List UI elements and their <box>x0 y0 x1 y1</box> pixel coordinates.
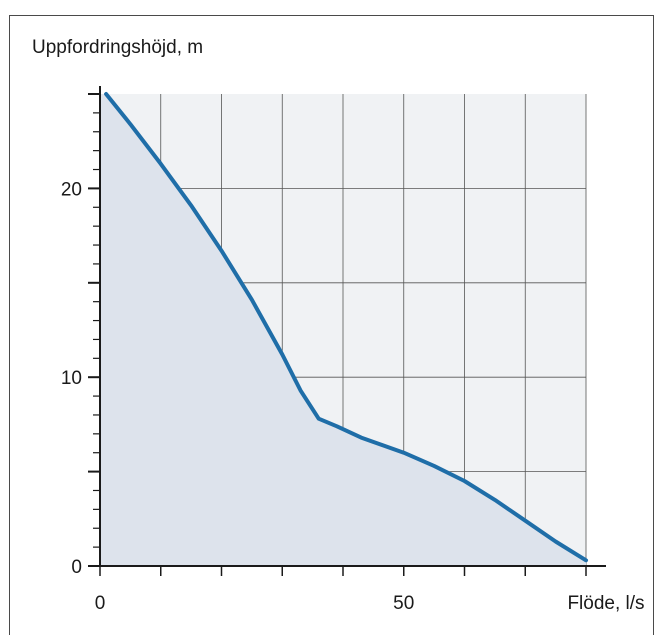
performance-curve-line <box>104 92 588 563</box>
chart-frame <box>9 15 654 635</box>
pump-curve-chart: 0 10 20 0 50 Uppfordringshöjd, m Flöde, l/s <box>32 37 645 614</box>
curve-area-fill <box>100 94 586 566</box>
x-axis-label: Flöde, l/s <box>567 593 644 614</box>
x-tick-label: 0 <box>95 593 106 614</box>
x-tick-label: 50 <box>393 593 414 614</box>
y-axis-label: Uppfordringshöjd, m <box>32 37 203 58</box>
axes <box>88 86 606 576</box>
y-tick-label: 20 <box>61 179 82 200</box>
y-tick-label: 10 <box>61 368 82 389</box>
tick-labels: 0 10 20 0 50 <box>61 179 414 614</box>
y-tick-label: 0 <box>71 557 82 578</box>
